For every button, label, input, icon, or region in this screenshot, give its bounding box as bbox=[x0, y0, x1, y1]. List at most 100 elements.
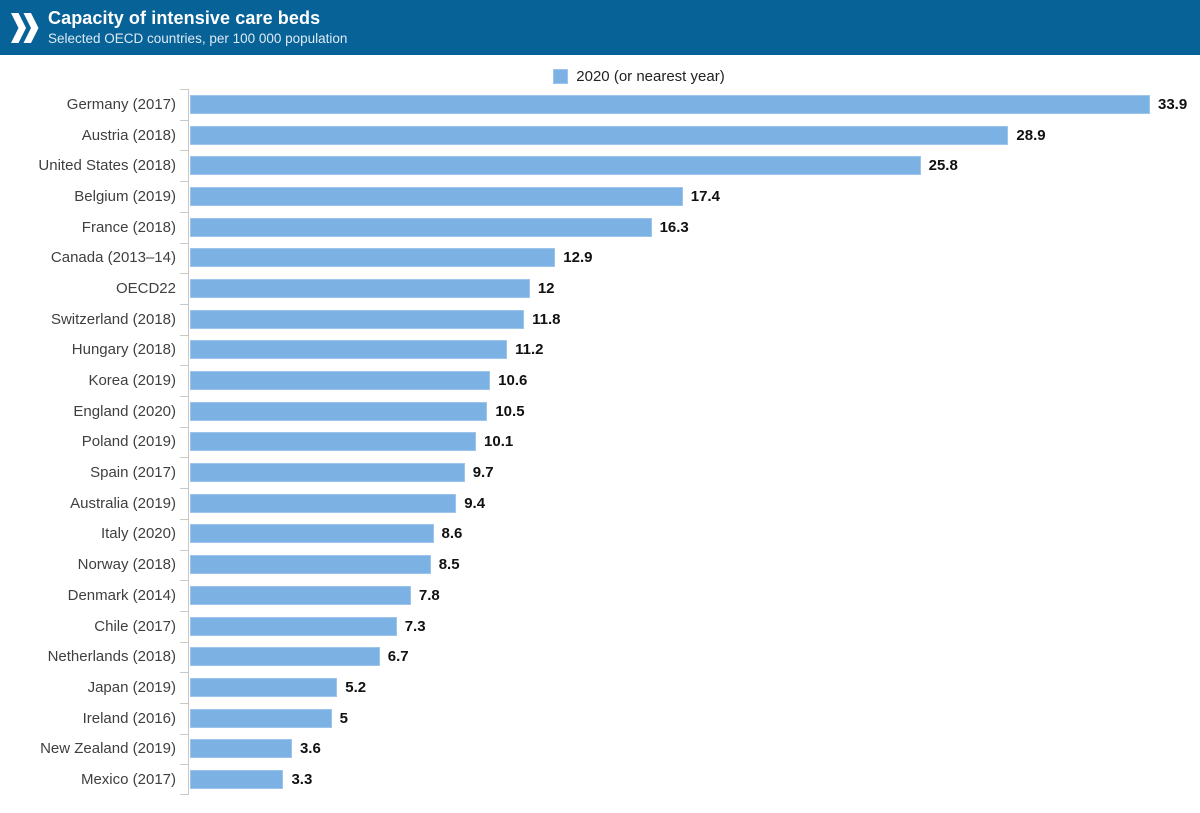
value-label: 17.4 bbox=[690, 187, 720, 205]
bar bbox=[190, 524, 434, 544]
axis-tick-mark bbox=[180, 672, 188, 673]
bar-row: England (2020) 10.5 bbox=[0, 395, 1200, 427]
axis-tick-mark bbox=[180, 642, 188, 643]
axis-tick-mark bbox=[180, 150, 188, 151]
legend-label: 2020 (or nearest year) bbox=[576, 67, 725, 85]
bar bbox=[190, 94, 1150, 114]
value-label: 10.6 bbox=[498, 372, 528, 390]
bar bbox=[190, 309, 525, 329]
category-label: United States (2018) bbox=[38, 157, 176, 175]
category-label: Germany (2017) bbox=[66, 95, 176, 113]
bar-row: OECD22 12 bbox=[0, 273, 1200, 304]
y-axis-bar-track: 10.1 bbox=[188, 426, 1200, 458]
legend-swatch-icon bbox=[553, 68, 569, 84]
y-axis-bar-track: 8.5 bbox=[188, 549, 1200, 580]
bar-row: Belgium (2019) 17.4 bbox=[0, 181, 1200, 212]
axis-tick-mark bbox=[180, 212, 188, 213]
category-label: Denmark (2014) bbox=[67, 586, 176, 604]
bar-row: France (2018) 16.3 bbox=[0, 211, 1200, 243]
bar-row: Spain (2017) 9.7 bbox=[0, 457, 1200, 488]
y-axis-bar-track: 6.7 bbox=[188, 641, 1200, 673]
value-label: 9.7 bbox=[472, 464, 494, 482]
y-axis-bar-track: 25.8 bbox=[188, 150, 1200, 182]
y-axis-bar-track: 5.2 bbox=[188, 672, 1200, 703]
value-label: 7.3 bbox=[404, 617, 426, 635]
y-axis-bar-track: 16.3 bbox=[188, 211, 1200, 243]
category-label: France (2018) bbox=[81, 218, 176, 236]
axis-tick-mark bbox=[180, 427, 188, 428]
category-label: Mexico (2017) bbox=[80, 770, 176, 788]
category-label: Italy (2020) bbox=[100, 525, 176, 543]
bar-row: Ireland (2016) 5 bbox=[0, 702, 1200, 734]
chart-header: Capacity of intensive care beds Selected… bbox=[0, 0, 1200, 55]
y-axis-bar-track: 12 bbox=[188, 273, 1200, 304]
value-label: 3.6 bbox=[299, 740, 321, 758]
axis-tick-mark bbox=[180, 580, 188, 581]
category-label: Spain (2017) bbox=[90, 464, 176, 482]
category-label: England (2020) bbox=[73, 402, 176, 420]
chart-title: Capacity of intensive care beds bbox=[48, 7, 321, 28]
axis-tick-mark bbox=[180, 335, 188, 336]
value-label: 28.9 bbox=[1016, 126, 1046, 144]
axis-tick-mark bbox=[180, 611, 188, 612]
bar bbox=[190, 432, 477, 452]
axis-tick-mark bbox=[180, 703, 188, 704]
category-label: Poland (2019) bbox=[81, 433, 176, 451]
bar bbox=[190, 677, 338, 697]
bar bbox=[190, 585, 411, 605]
value-label: 12 bbox=[537, 279, 555, 297]
y-axis-bar-track: 8.6 bbox=[188, 518, 1200, 550]
bar-row: Denmark (2014) 7.8 bbox=[0, 580, 1200, 611]
axis-tick-mark bbox=[180, 764, 188, 765]
bar-row: Canada (2013–14) 12.9 bbox=[0, 242, 1200, 274]
y-axis-bar-track: 7.8 bbox=[188, 580, 1200, 611]
category-label: Canada (2013–14) bbox=[50, 249, 176, 267]
bar-row: Poland (2019) 10.1 bbox=[0, 426, 1200, 458]
axis-tick-mark bbox=[180, 181, 188, 182]
category-label: New Zealand (2019) bbox=[40, 740, 176, 758]
bar-row: Austria (2018) 28.9 bbox=[0, 119, 1200, 151]
value-label: 5.2 bbox=[345, 678, 367, 696]
axis-tick-mark bbox=[180, 550, 188, 551]
y-axis-bar-track: 12.9 bbox=[188, 242, 1200, 274]
value-label: 16.3 bbox=[659, 218, 689, 236]
value-label: 11.2 bbox=[515, 341, 544, 359]
value-label: 25.8 bbox=[928, 157, 958, 175]
y-axis-bar-track: 5 bbox=[188, 702, 1200, 734]
value-label: 9.4 bbox=[464, 494, 486, 512]
value-label: 3.3 bbox=[291, 770, 313, 788]
category-label: Switzerland (2018) bbox=[50, 310, 176, 328]
y-axis-bar-track: 3.6 bbox=[188, 733, 1200, 765]
value-label: 10.1 bbox=[484, 433, 514, 451]
bar bbox=[190, 340, 508, 360]
bar bbox=[190, 401, 488, 421]
bar bbox=[190, 769, 284, 789]
axis-tick-mark bbox=[180, 488, 188, 489]
value-label: 10.5 bbox=[495, 402, 525, 420]
value-label: 11.8 bbox=[532, 310, 561, 328]
bar bbox=[190, 493, 457, 513]
y-axis-bar-track: 28.9 bbox=[188, 119, 1200, 151]
header-text-block: Capacity of intensive care beds Selected… bbox=[48, 8, 347, 47]
category-label: Norway (2018) bbox=[77, 556, 176, 574]
y-axis-bar-track: 33.9 bbox=[188, 89, 1200, 120]
chart-legend: 2020 (or nearest year) bbox=[39, 66, 1200, 86]
value-label: 5 bbox=[339, 709, 348, 727]
bar-row: Norway (2018) 8.5 bbox=[0, 549, 1200, 580]
y-axis-bar-track: 17.4 bbox=[188, 181, 1200, 212]
bar bbox=[190, 555, 431, 575]
y-axis-bar-track: 3.3 bbox=[188, 764, 1200, 795]
category-label: Austria (2018) bbox=[81, 126, 176, 144]
value-label: 7.8 bbox=[418, 586, 440, 604]
category-label: Ireland (2016) bbox=[82, 709, 176, 727]
axis-tick-mark bbox=[180, 89, 188, 90]
bar bbox=[190, 371, 491, 391]
y-axis-bar-track: 7.3 bbox=[188, 610, 1200, 642]
category-label: Japan (2019) bbox=[87, 678, 176, 696]
value-label: 8.6 bbox=[441, 525, 463, 543]
bar-row: Australia (2019) 9.4 bbox=[0, 487, 1200, 519]
y-axis-bar-track: 11.8 bbox=[188, 303, 1200, 335]
axis-tick-mark bbox=[180, 734, 188, 735]
bar bbox=[190, 278, 530, 298]
category-label: OECD22 bbox=[115, 279, 176, 297]
